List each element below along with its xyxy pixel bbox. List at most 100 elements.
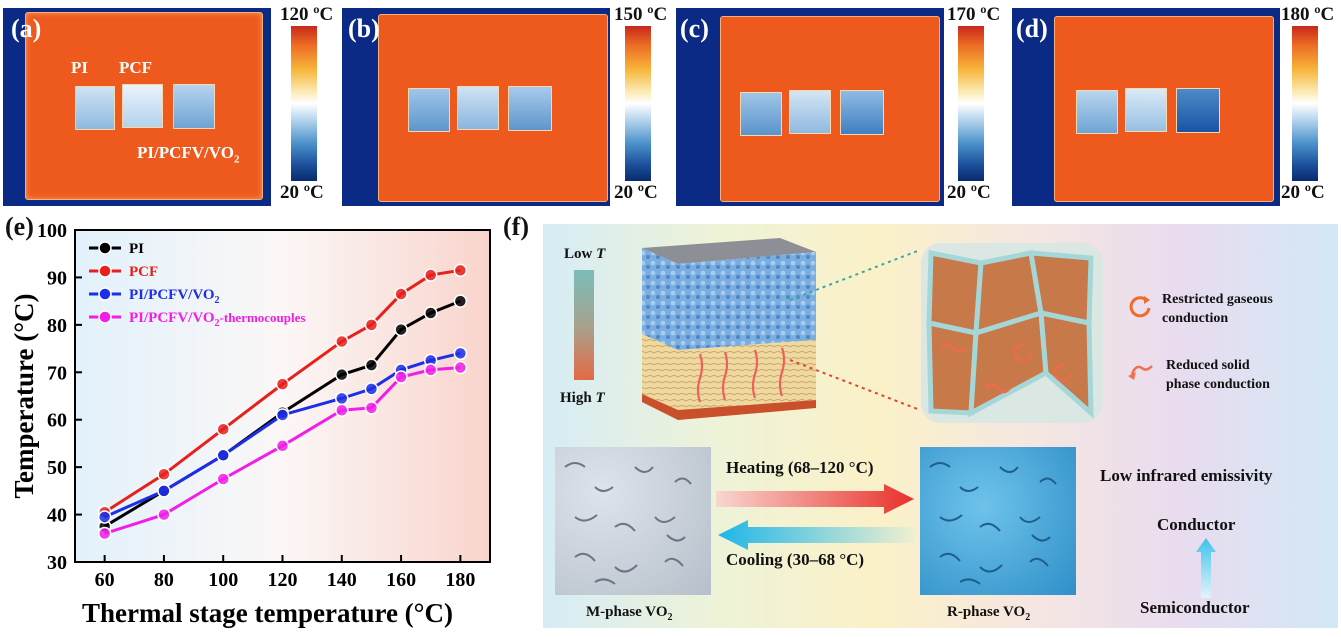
conductor-label: Conductor xyxy=(1157,515,1236,534)
thermal-image-c: (c) xyxy=(676,8,944,206)
panel-label-f: (f) xyxy=(503,212,529,241)
r-phase-vo2-image xyxy=(920,447,1076,595)
data-point xyxy=(364,401,379,415)
data-point xyxy=(157,467,171,482)
pore-structure-zoom xyxy=(921,243,1103,423)
m-phase-label: M-phase VO2 xyxy=(586,604,673,623)
x-tick-label: 120 xyxy=(268,569,298,591)
colorbar-max-d: 180 ºC xyxy=(1281,4,1335,25)
sample-label-vo2: PI/PCFV/VO2 xyxy=(137,143,240,166)
data-point xyxy=(423,268,438,282)
y-tick-label: 100 xyxy=(37,220,67,242)
data-point xyxy=(453,346,468,361)
colorbar-d xyxy=(1292,26,1318,181)
legend-reduced-solid: Reduced solid phase conduction xyxy=(1166,358,1270,392)
data-point xyxy=(423,306,438,320)
legend-marker xyxy=(98,287,112,301)
m-phase-vo2-image xyxy=(555,447,711,595)
sample-label-pcf: PCF xyxy=(119,58,153,77)
colorbar-min-d: 20 ºC xyxy=(1281,182,1325,203)
thermal-image-b: (b) xyxy=(342,8,610,206)
heating-arrow xyxy=(716,484,914,514)
y-axis-label: Temperature (°C) xyxy=(9,293,39,498)
colorbar-max-b: 150 ºC xyxy=(614,4,668,25)
data-point xyxy=(394,322,408,337)
legend-restricted-gaseous: Restricted gaseous conduction xyxy=(1162,292,1273,326)
data-point xyxy=(275,439,290,453)
heating-label: Heating (68–120 °C) xyxy=(726,458,874,477)
data-point xyxy=(453,263,468,278)
temperature-gradient-bar xyxy=(574,270,594,380)
x-tick-label: 160 xyxy=(386,569,416,591)
colorbar-min-a: 20 ºC xyxy=(280,182,324,203)
colorbar-min-b: 20 ºC xyxy=(614,182,658,203)
x-tick-label: 80 xyxy=(154,569,174,591)
y-tick-label: 80 xyxy=(47,315,67,337)
y-tick-label: 40 xyxy=(47,505,67,527)
reduced-solid-conduction-icon xyxy=(1128,365,1153,380)
r-phase-label: R-phase VO2 xyxy=(947,604,1031,623)
legend-entry: PCF xyxy=(129,264,158,280)
y-tick-label: 60 xyxy=(47,410,67,432)
data-point xyxy=(423,363,438,377)
data-point xyxy=(157,507,171,522)
data-point xyxy=(394,287,408,301)
data-point xyxy=(157,484,171,498)
y-tick-label: 90 xyxy=(47,267,67,289)
colorbar-a xyxy=(291,26,317,181)
x-tick-label: 140 xyxy=(327,569,357,591)
line-chart-e: 30 40 50 60 70 80 90 100 60 80 100 120 140 160 180 Temp… xyxy=(9,220,491,628)
y-tick-label: 30 xyxy=(47,552,67,574)
data-point xyxy=(453,360,468,375)
y-tick-label: 70 xyxy=(47,362,67,384)
high-t-label: High T xyxy=(560,390,605,406)
data-point xyxy=(335,391,349,406)
panel-label-d: (d) xyxy=(1016,14,1048,43)
data-point xyxy=(364,318,379,332)
panel-label-e: (e) xyxy=(5,212,34,241)
legend-entry: PI/PCFV/VO2 xyxy=(129,287,220,306)
data-point xyxy=(335,367,349,382)
data-point xyxy=(364,382,379,396)
semiconductor-to-conductor-arrow xyxy=(1196,538,1216,598)
data-point xyxy=(453,294,468,308)
low-t-label: Low T xyxy=(564,246,606,262)
semiconductor-label: Semiconductor xyxy=(1140,598,1250,617)
data-point xyxy=(335,403,349,417)
cooling-label: Cooling (30–68 °C) xyxy=(726,550,865,569)
sample-vo2 xyxy=(173,84,215,129)
panel-label-c: (c) xyxy=(680,14,709,43)
thermal-image-d: (d) xyxy=(1012,8,1280,206)
data-point xyxy=(275,377,290,391)
y-tick-label: 50 xyxy=(47,457,67,479)
sample-pcf xyxy=(122,84,163,128)
legend-marker xyxy=(98,264,112,278)
colorbar-min-c: 20 ºC xyxy=(947,182,991,203)
porous-block-illustration xyxy=(642,238,816,420)
data-point xyxy=(216,448,230,463)
data-point xyxy=(364,358,379,372)
colorbar-max-c: 170 ºC xyxy=(947,4,1001,25)
legend-marker xyxy=(98,310,112,324)
plot-area xyxy=(74,229,491,563)
panel-label-b: (b) xyxy=(348,14,380,43)
sample-pi xyxy=(75,86,115,130)
x-tick-label: 60 xyxy=(95,569,115,591)
data-point xyxy=(216,422,230,436)
sample-label-pi: PI xyxy=(71,58,88,77)
data-point xyxy=(275,408,290,422)
legend-entry: PI xyxy=(129,241,144,257)
colorbar-max-a: 120 ºC xyxy=(280,4,334,25)
legend-entry: PI/PCFV/VO2-thermocouples xyxy=(129,310,305,329)
cooling-arrow xyxy=(718,520,916,550)
low-emissivity-label: Low infrared emissivity xyxy=(1100,466,1273,485)
panel-label-a: (a) xyxy=(11,14,42,43)
colorbar-c xyxy=(958,26,984,181)
x-tick-label: 180 xyxy=(445,569,475,591)
zoom-lines xyxy=(789,249,921,411)
x-tick-label: 100 xyxy=(208,569,238,591)
thermal-image-a: (a) PI PCF PI/PCFV/VO2 xyxy=(3,8,271,206)
data-point xyxy=(394,370,408,384)
colorbar-b xyxy=(625,26,651,181)
data-point xyxy=(335,334,349,349)
